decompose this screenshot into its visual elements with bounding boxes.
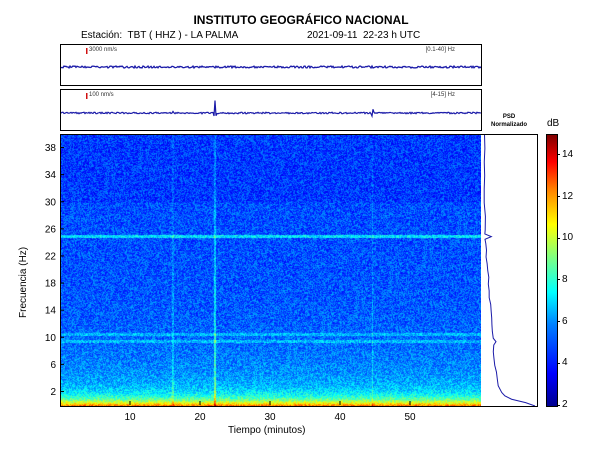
spectrogram-plot [60,134,482,407]
seismogram-filtered-trace [61,93,481,119]
colorbar-tick [557,362,560,364]
y-tick-label: 2 [50,387,56,398]
spectrogram-heatmap [61,135,481,406]
trace1-scale: 3000 nm/s [89,47,118,53]
psd-title-line1: PSD [502,114,516,120]
colorbar-tick-label: 14 [562,148,574,160]
scale-bar [86,48,88,54]
colorbar [546,134,558,407]
colorbar-tick [557,321,560,323]
y-tick-label: 18 [45,279,57,290]
colorbar-tick [557,404,560,406]
x-axis-label: Tiempo (minutos) [228,425,306,436]
colorbar-tick-label: 12 [562,190,574,202]
x-tick-label: 40 [334,412,346,423]
colorbar-tick-label: 4 [562,357,568,369]
colorbar-tick [557,279,560,281]
y-tick-label: 38 [45,143,57,154]
psd-title-line2: Normalizado [490,122,527,128]
psd-panel [481,134,538,407]
trace2-band: [4-15] Hz [430,92,455,98]
colorbar-tick [557,154,560,156]
y-tick-label: 26 [45,224,57,235]
y-tick-label: 14 [45,306,57,317]
colorbar-tick-label: 6 [562,315,568,327]
psd-profile-line [483,135,536,406]
x-tick-label: 10 [124,412,136,423]
seismogram-broadband-panel: 3000 nm/s [0.1-40] Hz [60,44,482,86]
colorbar-tick [557,196,560,198]
psd-title: PSD Normalizado [484,113,534,129]
y-tick-label: 22 [45,251,57,262]
scale-bar [86,93,88,99]
seismogram-filtered-panel: 100 nm/s [4-15] Hz [60,89,482,131]
x-tick-label: 20 [194,412,206,423]
colorbar-tick-label: 2 [562,399,568,410]
colorbar-label: dB [547,118,560,129]
trace1-band: [0.1-40] Hz [425,47,455,53]
datetime-label: 2021-09-11 22-23 h UTC [307,30,421,41]
y-tick-label: 10 [45,333,57,344]
x-tick-label: 50 [404,412,416,423]
y-tick-label: 30 [45,197,57,208]
chart-title: INSTITUTO GEOGRÁFICO NACIONAL [193,13,409,27]
colorbar-tick-label: 8 [562,273,568,285]
colorbar-tick-label: 10 [562,232,574,244]
y-tick-label: 34 [45,170,57,181]
x-tick-label: 30 [264,412,276,423]
trace2-scale: 100 nm/s [89,92,114,98]
station-label: Estación: TBT ( HHZ ) - LA PALMA [81,30,239,41]
seismogram-broadband-trace [61,48,481,70]
y-axis-label: Frecuencia (Hz) [18,246,29,318]
colorbar-tick [557,237,560,239]
y-tick-label: 6 [50,360,56,371]
